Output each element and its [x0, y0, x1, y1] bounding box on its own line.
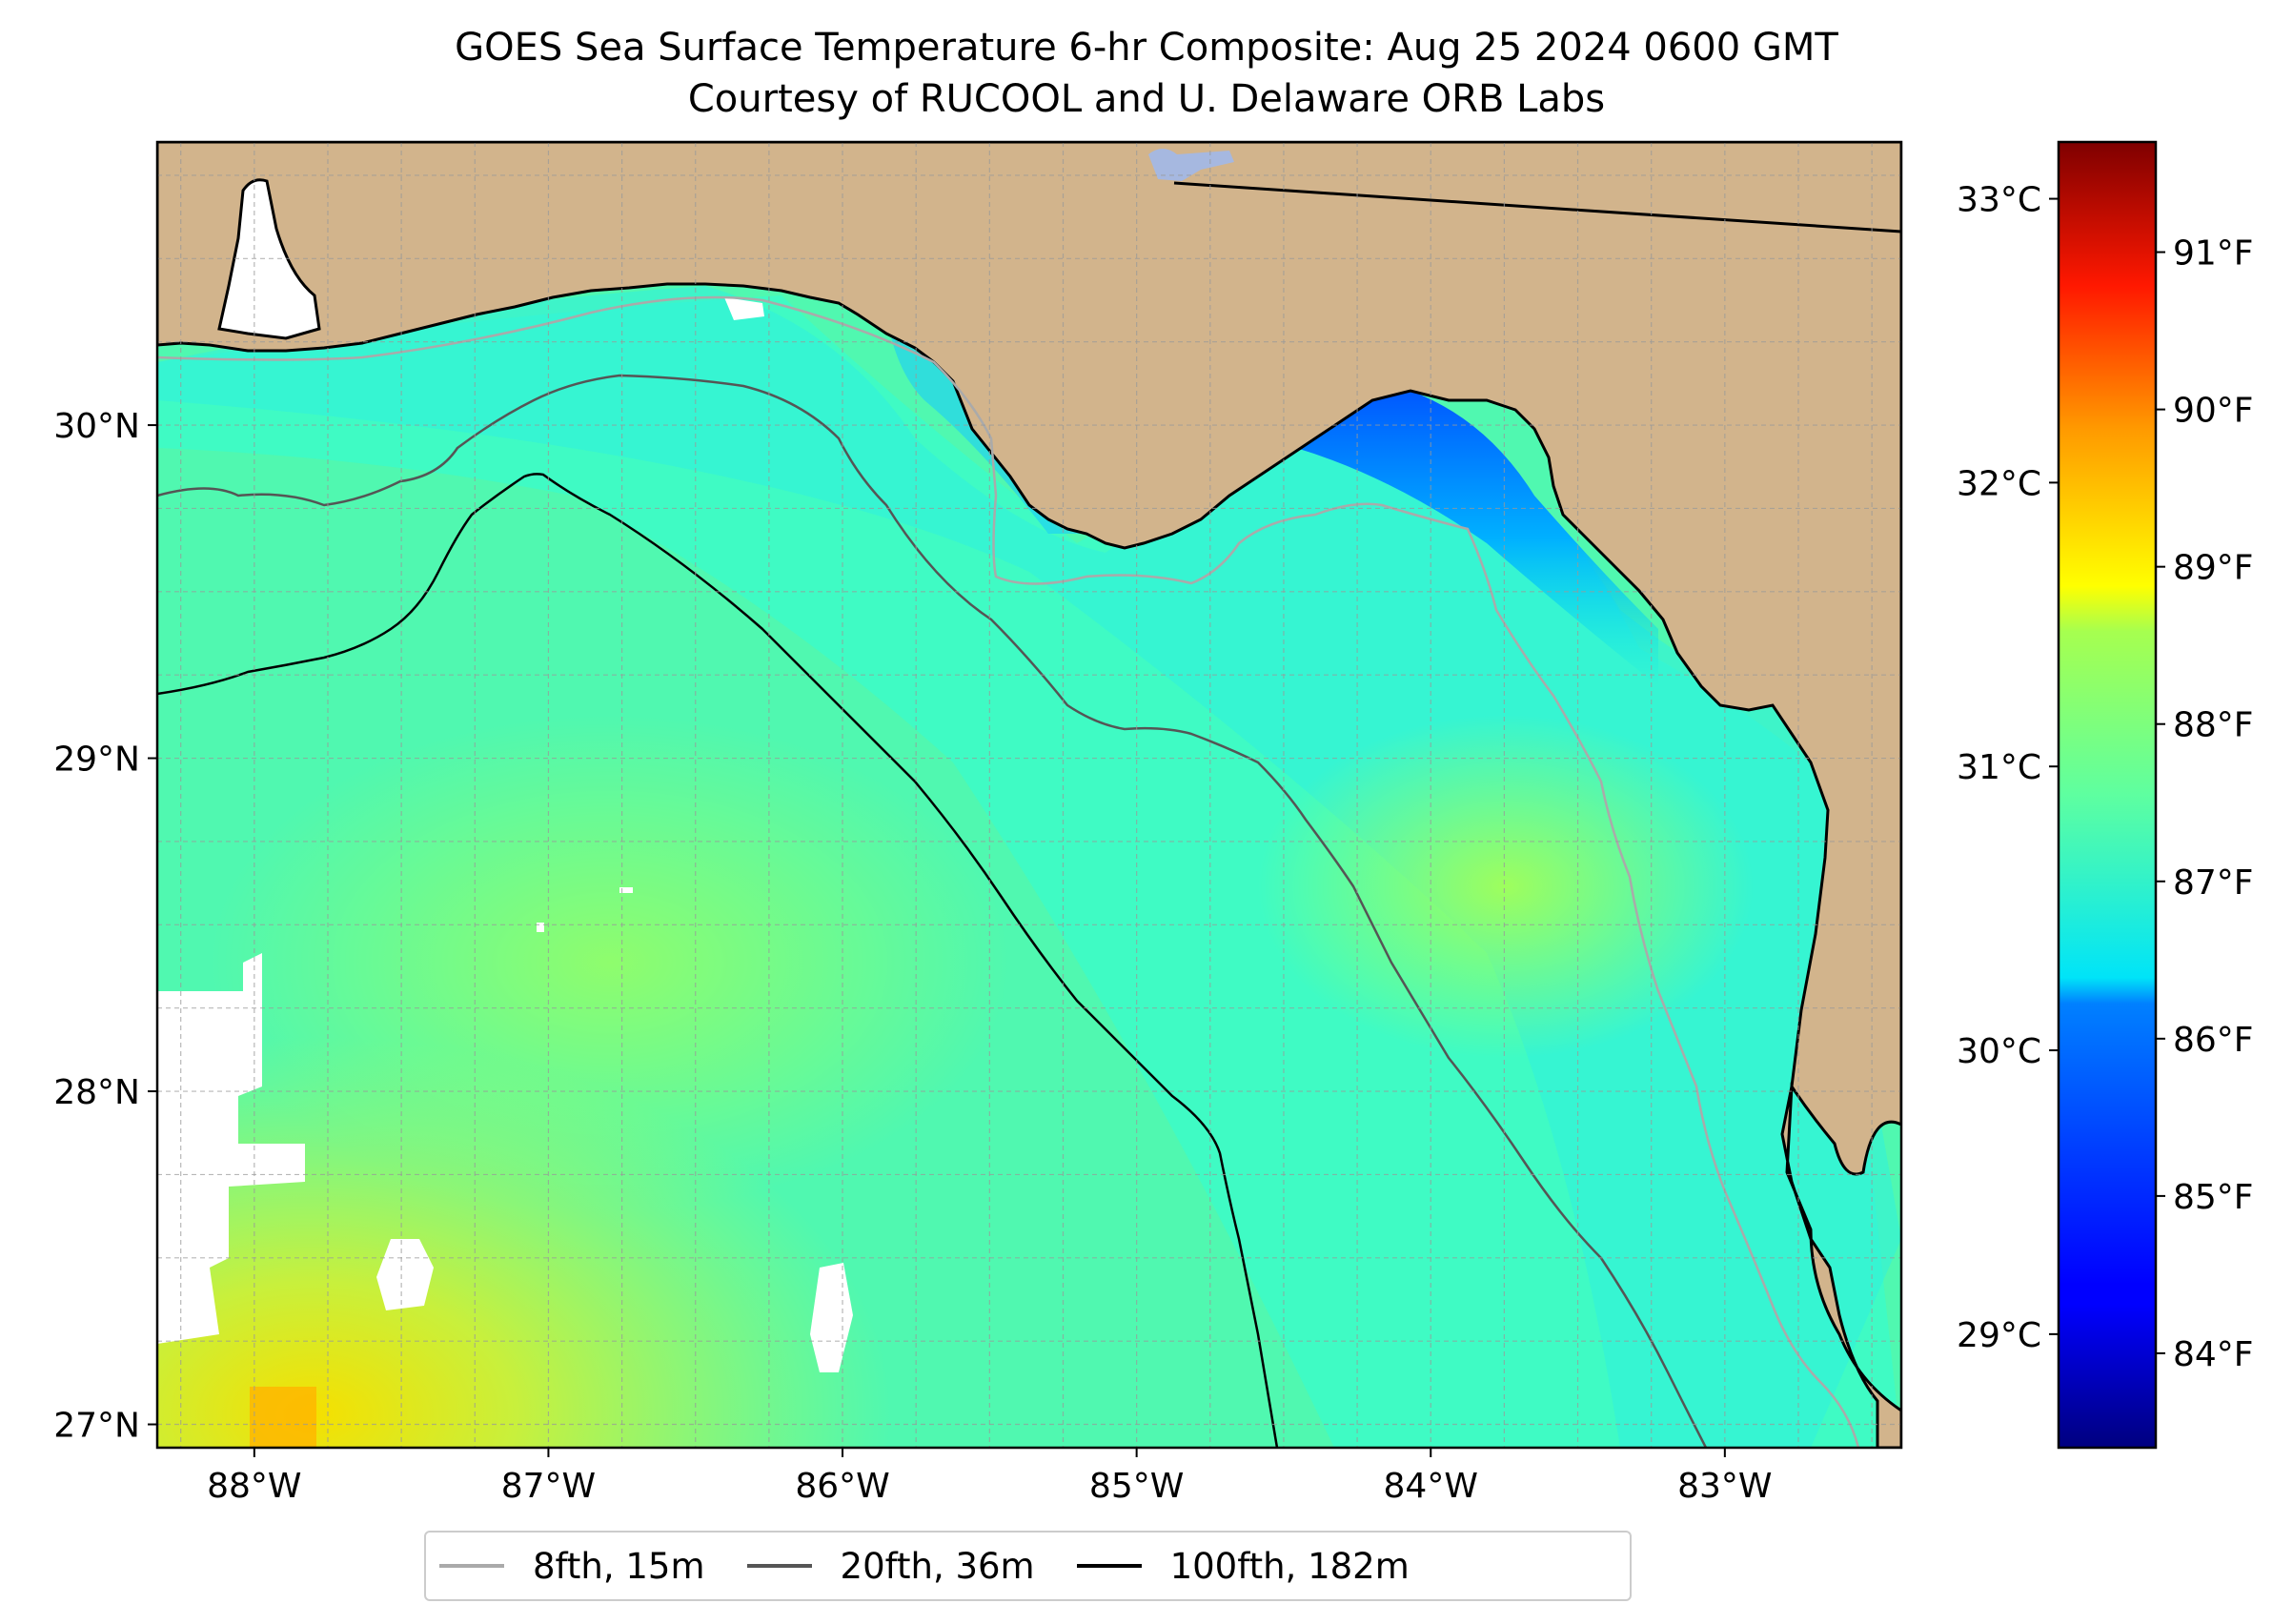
sst-warm-patch-southwest [157, 762, 1206, 1448]
map-panel [157, 142, 1901, 1448]
isobath-100fth [157, 473, 1279, 1448]
sst-field-shelf [157, 286, 1901, 1448]
legend-item-8fth: 8fth, 15m [439, 1546, 705, 1587]
map-title: GOES Sea Surface Temperature 6-hr Compos… [455, 26, 1838, 70]
isobath-8fth [157, 295, 1860, 1448]
colorbar-celsius-label: 30°C [1957, 1032, 2041, 1071]
sst-hot-spot [250, 1387, 316, 1448]
lon-tick-label: 83°W [1677, 1467, 1772, 1506]
colorbar-celsius-label: 31°C [1957, 748, 2041, 787]
colorbar-celsius-label: 29°C [1957, 1316, 2041, 1355]
colorbar-fahrenheit-label: 87°F [2173, 863, 2254, 903]
colorbar-fahrenheit-label: 84°F [2173, 1335, 2254, 1374]
lat-tick-label: 29°N [53, 741, 140, 780]
colorbar-fahrenheit-label: 91°F [2173, 234, 2254, 274]
lat-tick-label: 27°N [53, 1407, 140, 1446]
colorbar-celsius-axis: 33°C 32°C 31°C 30°C 29°C [1957, 181, 2059, 1355]
state-boundary [1173, 181, 1901, 233]
colorbar-fahrenheit-label: 90°F [2173, 392, 2254, 431]
legend-swatch-100fth [1076, 1564, 1142, 1568]
map-frame [155, 140, 1903, 1450]
colorbar-fahrenheit-axis: 91°F 90°F 89°F 88°F 87°F 86°F 85°F 84°F [2156, 234, 2254, 1374]
colorbar-fahrenheit-label: 86°F [2173, 1021, 2254, 1060]
map-legend: 8fth, 15m 20fth, 36m 100fth, 182m [424, 1531, 1632, 1601]
lat-tick-label: 28°N [53, 1073, 140, 1112]
legend-item-20fth: 20fth, 36m [746, 1545, 1035, 1587]
lon-tick-label: 84°W [1384, 1467, 1478, 1506]
colorbar-celsius-label: 33°C [1957, 181, 2041, 220]
latitude-axis: 30°N 29°N 28°N 27°N [53, 407, 157, 1446]
legend-label-100fth: 100fth, 182m [1169, 1545, 1410, 1587]
lon-tick-label: 87°W [501, 1467, 596, 1506]
map-gridlines [157, 142, 1901, 1448]
colorbar-fahrenheit-label: 85°F [2173, 1178, 2254, 1217]
legend-label-20fth: 20fth, 36m [840, 1545, 1035, 1587]
colorbar [2057, 140, 2158, 1450]
colorbar-celsius-label: 32°C [1957, 464, 2041, 503]
colorbar-fahrenheit-label: 88°F [2173, 706, 2254, 745]
lon-tick-label: 85°W [1089, 1467, 1184, 1506]
sst-warm-patch-east [1258, 715, 1754, 1058]
lat-tick-label: 30°N [53, 407, 140, 446]
lon-tick-label: 88°W [207, 1467, 301, 1506]
legend-swatch-20fth [746, 1564, 812, 1568]
longitude-axis: 88°W 87°W 86°W 85°W 84°W 83°W [207, 1448, 1773, 1506]
sst-cold-coastal-zone [1296, 390, 1658, 686]
colorbar-fahrenheit-label: 89°F [2173, 549, 2254, 588]
map-subtitle: Courtesy of RUCOOL and U. Delaware ORB L… [687, 77, 1606, 121]
legend-swatch-8fth [439, 1564, 504, 1568]
lake-feature [1148, 149, 1234, 181]
isobath-20fth [157, 374, 1708, 1448]
legend-item-100fth: 100fth, 182m [1076, 1545, 1410, 1587]
legend-label-8fth: 8fth, 15m [533, 1545, 705, 1587]
land-mass [157, 142, 1901, 1448]
lon-tick-label: 86°W [795, 1467, 889, 1506]
